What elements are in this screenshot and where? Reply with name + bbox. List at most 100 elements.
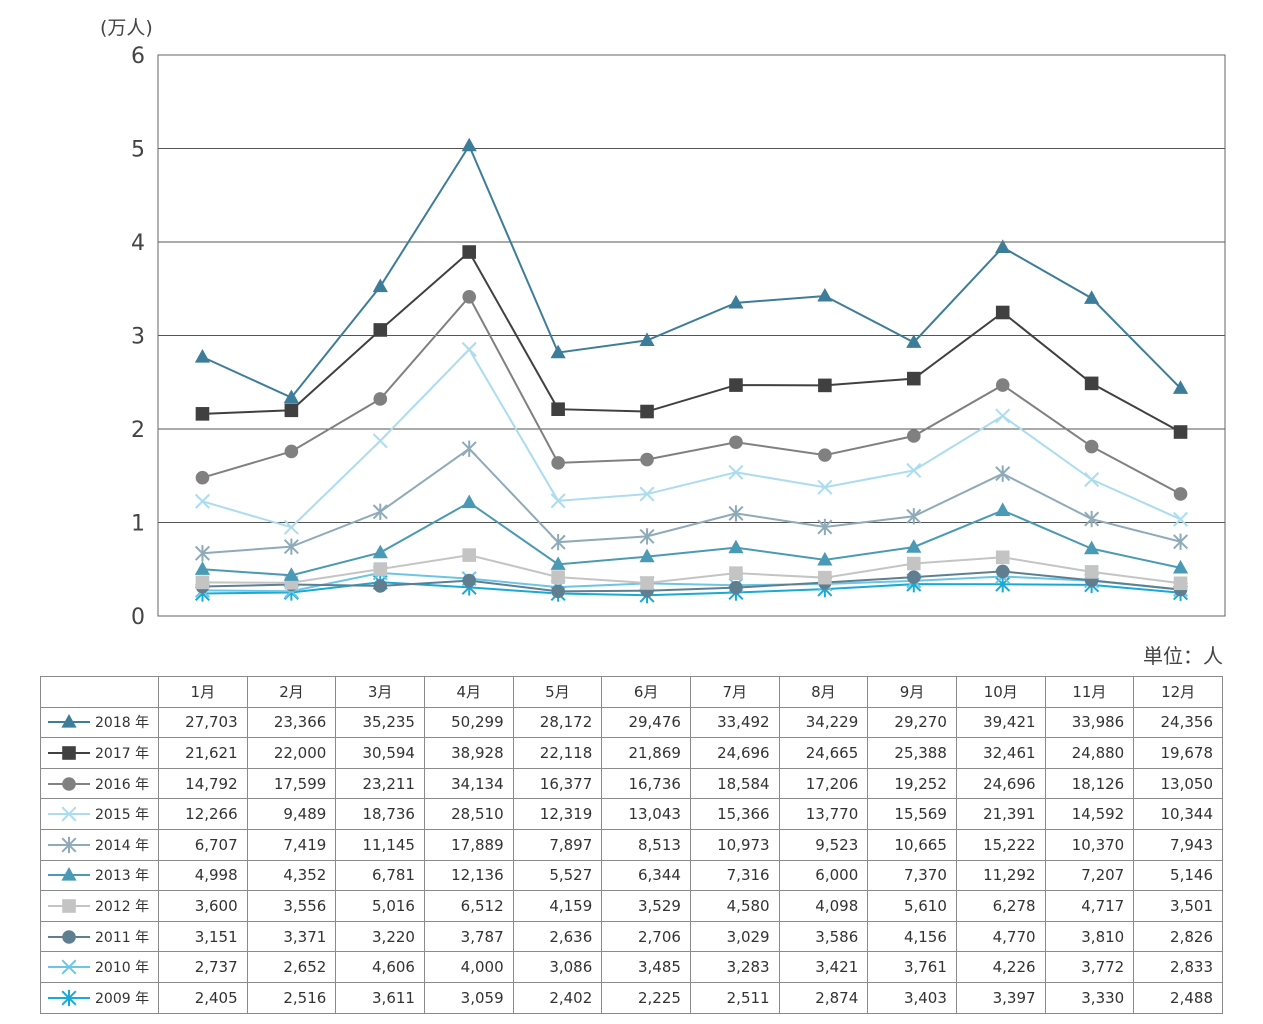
table-cell: 39,421	[955, 706, 1046, 739]
data-point	[995, 239, 1011, 254]
table-cell: 7,897	[512, 828, 603, 861]
data-point	[640, 404, 654, 419]
data-point	[817, 551, 833, 566]
data-point	[461, 137, 477, 152]
table-cell: 21,391	[955, 798, 1046, 830]
table-cell: 16,377	[512, 767, 603, 800]
table-cell: 3,371	[246, 920, 337, 953]
data-point	[995, 502, 1011, 517]
table-cell: 9,523	[778, 828, 869, 861]
table-cell: 4,098	[778, 890, 869, 922]
data-point	[1172, 380, 1189, 394]
table-month-header: 1月	[158, 676, 248, 708]
table-row: 2015 年 12,266 9,489 18,736 28,510 12,319 13,04…	[40, 798, 1223, 830]
table-cell: 3,810	[1044, 920, 1135, 953]
series-2016	[195, 290, 1188, 501]
data-point	[729, 435, 743, 450]
series-line	[202, 571, 1181, 593]
table-cell: 24,665	[778, 737, 869, 769]
table-cell: 7,943	[1133, 828, 1223, 861]
table-cell: 4,998	[158, 859, 248, 892]
data-point	[1173, 511, 1189, 527]
data-point	[550, 344, 566, 359]
legend-marker	[61, 836, 77, 853]
table-cell: 5,016	[335, 890, 425, 922]
data-point	[906, 556, 921, 571]
table-cell: 17,206	[778, 767, 869, 800]
legend-label: 2015 年	[95, 807, 150, 824]
data-point	[995, 550, 1010, 565]
table-cell: 2,516	[246, 981, 337, 1014]
y-tick-label: 4	[131, 231, 145, 256]
table-cell: 3,397	[955, 981, 1046, 1014]
table-cell: 2,874	[778, 981, 869, 1014]
data-point	[372, 433, 388, 449]
legend-label: 2013 年	[95, 868, 150, 885]
data-point	[283, 519, 299, 535]
data-point	[995, 378, 1010, 392]
table-cell: 18,584	[689, 767, 780, 800]
table-cell: 13,770	[778, 798, 869, 830]
data-point	[194, 561, 211, 575]
table-cell: 6,278	[955, 890, 1046, 922]
y-tick-label: 6	[131, 44, 145, 69]
table-cell: 19,678	[1133, 737, 1223, 769]
table-row: 2017 年 21,621 22,000 30,594 38,928 22,118 21,8…	[40, 737, 1223, 769]
y-tick-label: 5	[131, 138, 145, 163]
table-cell: 3,529	[601, 890, 691, 922]
table-cell: 3,501	[1133, 890, 1223, 922]
table-row: 2012 年 3,600 3,556 5,016 6,512 4,159 3,529 4,58…	[40, 890, 1223, 922]
data-point	[818, 378, 832, 393]
legend-swatch-icon	[48, 867, 90, 881]
table-cell: 7,207	[1044, 859, 1135, 892]
data-point	[1084, 290, 1100, 304]
table-cell: 3,151	[158, 920, 248, 953]
table-row: 2013 年 4,998 4,352 6,781 12,136 5,527 6,344 7,3…	[40, 859, 1223, 892]
table-row: 2009 年 2,405 2,516 3,611 3,059 2,402 2,225 2,51…	[40, 981, 1223, 1014]
legend-cell: 2012 年	[40, 890, 159, 922]
table-cell: 30,594	[335, 737, 425, 769]
plot-area-border	[157, 54, 1226, 617]
legend-label: 2017 年	[95, 745, 150, 762]
series-line	[202, 554, 1181, 585]
series-line	[202, 347, 1181, 529]
table-month-header: 12月	[1133, 676, 1223, 708]
table-cell: 19,252	[867, 767, 957, 800]
table-month-header: 11月	[1044, 676, 1135, 708]
table-cell: 2,737	[158, 951, 248, 983]
series-2014	[194, 440, 1189, 562]
table-cell: 24,880	[1044, 737, 1135, 769]
data-point	[1173, 487, 1188, 501]
data-point	[906, 371, 921, 386]
data-point	[728, 505, 744, 522]
table-cell: 14,592	[1044, 798, 1135, 830]
table-cell: 18,736	[335, 798, 425, 830]
table-cell: 38,928	[423, 737, 514, 769]
data-point	[194, 493, 210, 509]
series-2015	[194, 341, 1189, 535]
legend-label: 2014 年	[95, 837, 150, 854]
series-line	[202, 570, 1181, 593]
data-point	[995, 465, 1011, 482]
table-month-header: 3月	[335, 676, 425, 708]
table-row: 2018 年 27,703 23,366 35,235 50,299 28,172 29,4…	[40, 706, 1223, 739]
table-month-header: 2月	[246, 676, 337, 708]
table-cell: 2,225	[601, 981, 691, 1014]
table-cell: 3,283	[689, 951, 780, 983]
series-2013	[194, 494, 1189, 581]
table-cell: 7,316	[689, 859, 780, 892]
table-cell: 7,419	[246, 828, 337, 861]
legend-swatch-icon	[48, 776, 90, 791]
table-header-row: 1月 2月 3月 4月 5月 6月 7月 8月 9月 10月 11月 12月	[40, 676, 1223, 708]
series-line	[202, 250, 1182, 433]
table-cell: 4,717	[1044, 890, 1135, 922]
data-point	[551, 584, 565, 599]
data-point	[906, 462, 922, 478]
table-cell: 2,652	[246, 951, 337, 983]
data-point	[1173, 425, 1188, 439]
table-cell: 3,421	[778, 951, 869, 983]
y-tick-label: 2	[131, 418, 145, 443]
legend-label: 2012 年	[95, 898, 150, 915]
table-cell: 4,159	[512, 890, 603, 922]
data-point	[995, 408, 1011, 424]
